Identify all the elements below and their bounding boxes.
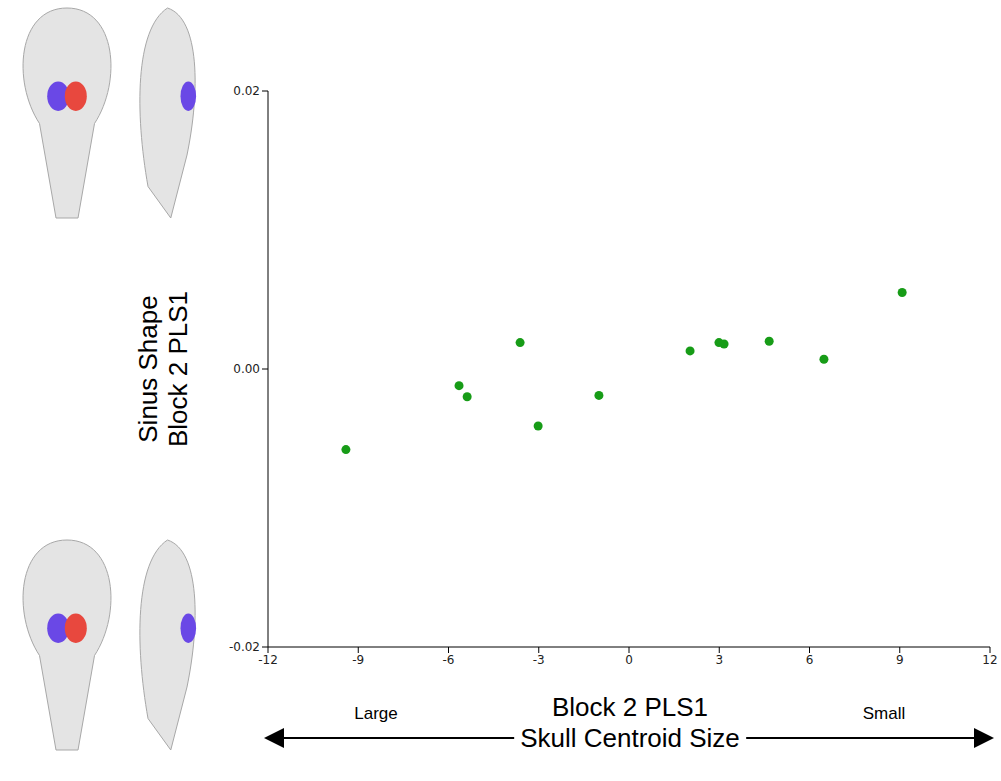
svg-text:0.02: 0.02 <box>233 84 260 98</box>
svg-text:6: 6 <box>806 653 814 667</box>
html-text:Small: Small <box>862 704 906 723</box>
svg-text:-0.02: -0.02 <box>229 640 260 654</box>
svg-text:-3: -3 <box>533 653 545 667</box>
svg-text:0.00: 0.00 <box>233 362 260 376</box>
svg-text:3: 3 <box>715 653 723 667</box>
svg-text:9: 9 <box>896 653 904 667</box>
svg-text:12: 12 <box>982 653 997 667</box>
svg-text:0: 0 <box>625 653 633 667</box>
html-text:Block 2 PLS1: Block 2 PLS1 <box>552 692 708 722</box>
html-text:Sinus Shape: Sinus Shape <box>133 295 163 443</box>
html-text:Skull Centroid Size: Skull Centroid Size <box>520 723 740 753</box>
svg-text:-12: -12 <box>258 653 278 667</box>
html-text:Block 2 PLS1: Block 2 PLS1 <box>163 291 193 447</box>
svg-text:-6: -6 <box>443 653 455 667</box>
svg-text:-9: -9 <box>352 653 364 667</box>
html-text:Large: Large <box>354 704 398 723</box>
